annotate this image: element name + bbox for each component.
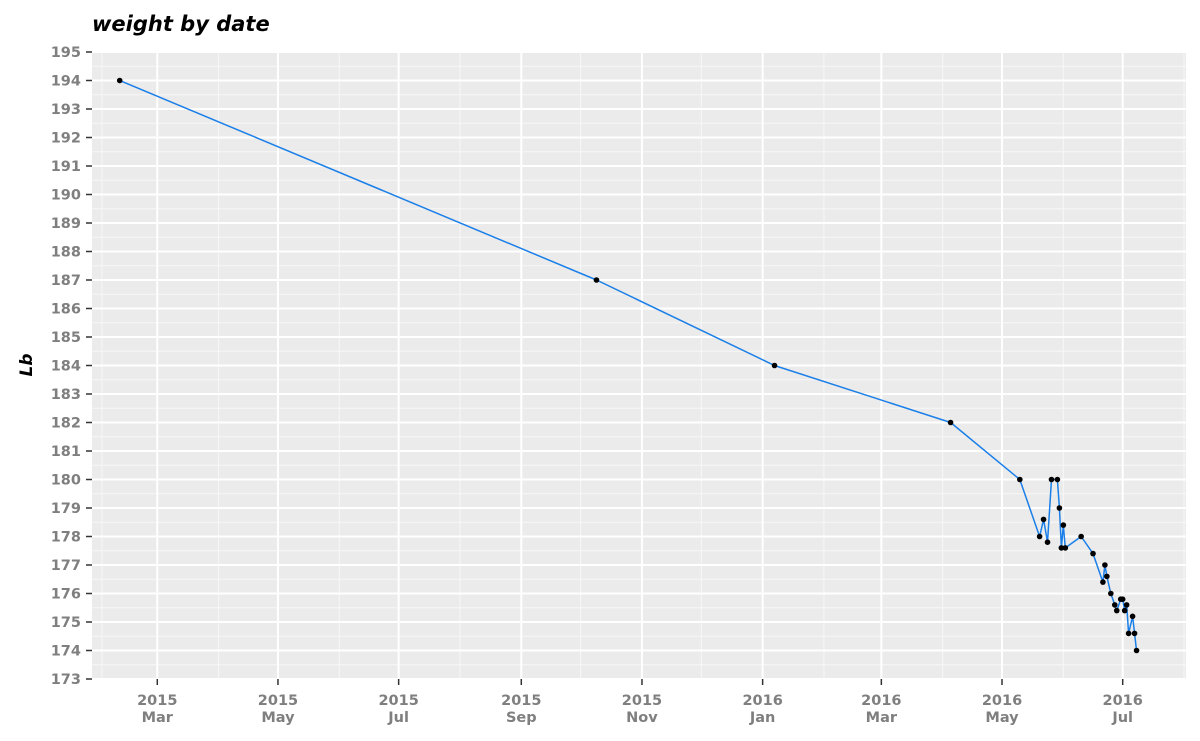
data-point [771,362,778,369]
x-tick-year: 2016 [861,693,901,709]
x-tick-year: 2016 [742,693,782,709]
data-point [1040,516,1047,523]
x-tick-month: Sep [506,710,537,726]
data-point [1090,550,1096,557]
y-axis-label: Lb [17,353,37,376]
data-point [1104,573,1110,580]
series-layer [116,77,1140,654]
x-tick-month: Mar [142,710,174,726]
data-point [593,277,600,283]
data-point [1060,522,1067,528]
y-tick-label: 177 [51,558,81,574]
y-tick-label: 180 [51,473,81,489]
data-point [1133,647,1140,654]
data-point [1078,533,1084,540]
y-tick-label: 178 [51,530,81,546]
data-point [1125,630,1132,637]
x-tick-year: 2015 [622,693,662,709]
y-tick-label: 173 [51,672,81,688]
y-tick-label: 174 [51,644,81,660]
y-tick-label: 182 [51,416,81,432]
x-tick-year: 2015 [258,693,298,709]
data-point [1048,476,1055,483]
x-tick-year: 2015 [378,693,418,709]
data-point [116,77,123,84]
y-tick-label: 185 [51,330,81,346]
y-tick-label: 187 [51,273,81,289]
x-tick-year: 2016 [982,693,1022,709]
y-tick-label: 186 [51,302,81,318]
y-tick-label: 189 [51,216,81,232]
data-point [1108,590,1114,597]
data-point [947,419,954,426]
y-tick-label: 195 [51,45,81,61]
y-tick-label: 192 [51,131,81,147]
data-point [1113,607,1120,614]
data-point [1131,630,1138,637]
data-point [1036,533,1043,540]
y-tick-label: 193 [51,102,81,118]
x-tick-month: Jan [749,710,776,726]
x-tick-year: 2015 [137,693,177,709]
y-tick-label: 188 [51,245,81,261]
data-point [1044,539,1051,545]
x-tick-month: Jul [1111,710,1133,726]
data-point [1121,607,1128,614]
axes-layer: 173 174 175 176 177 178 179 180 181 182 183 184 185 1… [51,45,1143,726]
x-tick-month: Nov [626,710,658,726]
y-tick-label: 181 [51,444,81,460]
y-tick-label: 175 [51,615,81,631]
x-tick-month: Jul [387,710,409,726]
data-point [1100,579,1106,585]
x-tick-year: 2016 [1103,693,1143,709]
data-point [1056,505,1063,511]
data-point [1017,476,1023,483]
x-tick-month: May [261,710,295,726]
y-tick-label: 190 [51,188,81,204]
data-point [1123,602,1130,608]
data-point [1111,602,1118,608]
x-tick-month: May [985,710,1019,726]
y-tick-label: 191 [51,159,81,175]
major-grid [92,51,1186,680]
minor-grid [92,52,1186,679]
data-point [1102,562,1108,568]
y-tick-label: 194 [51,74,81,90]
data-point [1129,613,1136,620]
x-tick-year: 2015 [501,693,541,709]
y-tick-label: 179 [51,501,81,517]
y-tick-label: 176 [51,587,81,603]
data-point [1119,596,1126,602]
data-point [1058,545,1065,551]
data-point [1062,545,1069,551]
y-tick-label: 183 [51,387,81,403]
y-tick-label: 184 [51,359,81,375]
x-tick-month: Mar [866,710,898,726]
data-point [1054,476,1061,483]
chart-title: weight by date [92,12,270,36]
